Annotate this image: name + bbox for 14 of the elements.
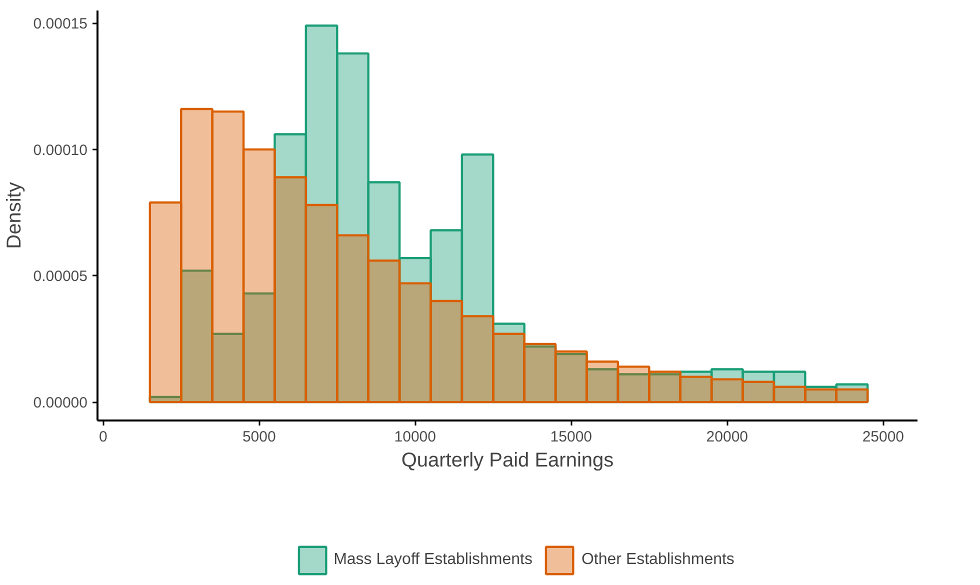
x-tick-label: 0 [98,428,108,446]
x-tick-label: 20000 [706,428,748,446]
y-axis-title: Density [3,182,26,249]
x-tick-label: 25000 [862,428,904,446]
x-axis-title: Quarterly Paid Earnings [401,450,614,472]
x-tick-label: 15000 [550,428,592,446]
legend-label: Mass Layoff Establishments [334,551,532,569]
x-tick-label: 10000 [394,428,436,446]
y-tick-label: 0.00005 [33,268,88,286]
y-tick-label: 0.00015 [33,16,88,33]
x-tick-label: 5000 [242,428,276,446]
y-tick-label: 0.00000 [33,394,88,412]
legend-label: Other Establishments [581,551,734,569]
y-tick-label: 0.00010 [33,142,88,159]
